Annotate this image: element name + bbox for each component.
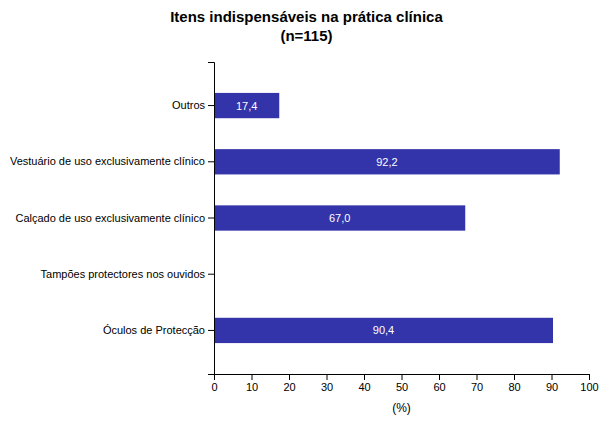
tick: 50: [396, 374, 408, 393]
tick-label: Tampões protectores nos ouvidos: [41, 268, 206, 280]
tick-mark: [552, 374, 553, 380]
tick-label: 60: [433, 381, 445, 393]
tick: 100: [580, 374, 598, 393]
bar: [214, 205, 465, 230]
tick-mark: [252, 374, 253, 380]
subtitle: (n=115): [280, 27, 332, 44]
tick-mark: [208, 330, 214, 331]
tick-label: 20: [283, 381, 295, 393]
tick: 90: [546, 374, 558, 393]
tick: 80: [508, 374, 520, 393]
axis-line: [208, 63, 215, 375]
tick-mark: [364, 374, 365, 380]
tick: 40: [358, 374, 370, 393]
tick-mark: [208, 218, 214, 219]
axis-line: [215, 375, 590, 381]
tick-mark: [477, 374, 478, 380]
tick: Vestuário de uso exclusivamente clínico: [10, 155, 214, 167]
tick-label: 40: [358, 381, 370, 393]
data-labels: 90,4 67,0 92,2 17,4: [236, 100, 398, 337]
tick-label: 100: [580, 381, 598, 393]
data-label: 90,4: [373, 324, 394, 336]
tick-label: Vestuário de uso exclusivamente clínico: [10, 155, 205, 167]
tick-mark: [208, 274, 214, 275]
plot: 0 10 20 30 40 50 60 70 80 90 100 Outros Vestuário de…: [10, 63, 599, 416]
data-label: 92,2: [376, 156, 397, 168]
data-label: 17,4: [236, 100, 257, 112]
tick-label: 10: [246, 381, 258, 393]
tick: Óculos de Protecção: [103, 324, 214, 336]
tick: Tampões protectores nos ouvidos: [41, 268, 214, 280]
tick: Outros: [172, 99, 214, 111]
tick: 60: [433, 374, 445, 393]
tick-label: 80: [508, 381, 520, 393]
tick: 0: [211, 374, 217, 393]
bars: [214, 93, 560, 343]
tick-mark: [289, 374, 290, 380]
tick-label: Calçado de uso exclusivamente clínico: [15, 212, 205, 224]
tick: 30: [321, 374, 333, 393]
tick: Calçado de uso exclusivamente clínico: [15, 212, 214, 224]
tick-label: 0: [211, 381, 217, 393]
tick-mark: [589, 374, 590, 380]
bar: [214, 318, 553, 343]
tick-label: Outros: [172, 99, 206, 111]
tick-mark: [208, 161, 214, 162]
chart: Itens indispensáveis na prática clínica (…: [0, 0, 613, 426]
data-label: 67,0: [329, 212, 350, 224]
tick-mark: [514, 374, 515, 380]
tick-mark: [402, 374, 403, 380]
tick-mark: [439, 374, 440, 380]
tick-mark: [327, 374, 328, 380]
tick: 20: [283, 374, 295, 393]
tick-label: 90: [546, 381, 558, 393]
category-axis: Outros Vestuário de uso exclusivamente cl…: [10, 63, 215, 375]
value-axis: 0 10 20 30 40 50 60 70 80 90 100: [211, 374, 598, 393]
tick: 70: [471, 374, 483, 393]
axis-title: (%): [392, 401, 411, 415]
tick-label: 30: [321, 381, 333, 393]
tick-label: 50: [396, 381, 408, 393]
title: Itens indispensáveis na prática clínica: [170, 8, 443, 25]
bar: [214, 149, 560, 174]
tick-label: 70: [471, 381, 483, 393]
bar: [214, 93, 279, 118]
tick-mark: [208, 105, 214, 106]
tick-label: Óculos de Protecção: [103, 324, 205, 336]
tick: 10: [246, 374, 258, 393]
